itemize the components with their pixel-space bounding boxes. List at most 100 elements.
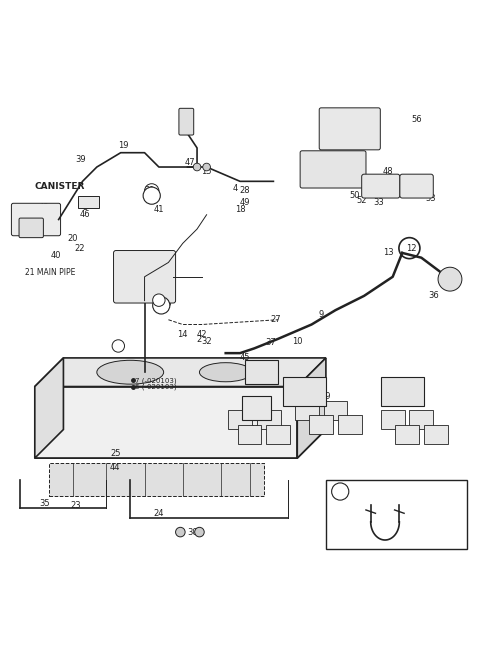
Text: 14: 14: [178, 330, 188, 339]
FancyBboxPatch shape: [179, 108, 194, 135]
Polygon shape: [297, 358, 326, 458]
Text: 29: 29: [321, 391, 331, 400]
Text: 22: 22: [75, 243, 85, 252]
Bar: [338, 415, 362, 434]
Text: 28: 28: [240, 186, 250, 195]
Text: 7 (-020103): 7 (-020103): [135, 377, 177, 384]
Ellipse shape: [97, 360, 164, 384]
Text: 32: 32: [201, 337, 212, 346]
Bar: [283, 377, 326, 406]
FancyBboxPatch shape: [362, 174, 400, 198]
Text: 20: 20: [68, 234, 78, 243]
FancyBboxPatch shape: [319, 108, 380, 150]
Polygon shape: [35, 430, 326, 458]
Text: 57: 57: [261, 404, 272, 413]
Bar: [395, 424, 419, 444]
Text: A: A: [158, 301, 164, 310]
Text: 48: 48: [383, 167, 393, 177]
Circle shape: [195, 528, 204, 537]
FancyBboxPatch shape: [19, 218, 43, 238]
Circle shape: [193, 163, 201, 171]
Text: 47: 47: [185, 158, 195, 167]
Text: 44: 44: [110, 463, 120, 472]
Text: 50: 50: [349, 191, 360, 200]
Text: 35: 35: [39, 499, 49, 508]
Text: 56: 56: [411, 115, 422, 124]
Text: 41: 41: [154, 206, 164, 214]
Text: 49: 49: [240, 199, 250, 207]
Text: 33: 33: [373, 199, 384, 207]
Text: 15: 15: [201, 167, 212, 177]
Text: 18: 18: [235, 206, 245, 214]
Text: 13: 13: [383, 249, 393, 258]
Text: 52: 52: [357, 196, 367, 205]
Text: 31: 31: [144, 186, 155, 195]
Bar: [381, 377, 424, 406]
Text: 19: 19: [118, 141, 128, 150]
Circle shape: [203, 163, 210, 171]
Bar: [409, 410, 433, 430]
Text: a: a: [338, 489, 342, 495]
Bar: [309, 415, 333, 434]
Text: 1: 1: [168, 294, 173, 302]
Bar: [266, 424, 290, 444]
Bar: [78, 195, 99, 208]
Text: 37: 37: [265, 338, 276, 347]
Text: 45: 45: [240, 354, 250, 362]
Polygon shape: [35, 358, 63, 458]
Text: 10: 10: [292, 337, 302, 346]
Bar: [324, 401, 348, 420]
Text: 27: 27: [270, 315, 281, 324]
FancyBboxPatch shape: [300, 151, 366, 188]
Circle shape: [176, 528, 185, 537]
Circle shape: [438, 267, 462, 291]
Text: 17: 17: [182, 115, 193, 124]
Text: 30: 30: [187, 528, 198, 537]
Bar: [245, 360, 278, 384]
Text: 55: 55: [340, 141, 350, 150]
Polygon shape: [49, 463, 264, 496]
Text: 25: 25: [111, 449, 121, 458]
FancyBboxPatch shape: [114, 251, 176, 303]
Bar: [238, 424, 262, 444]
Text: 6 (-020103): 6 (-020103): [135, 384, 177, 390]
Text: 53: 53: [426, 193, 436, 202]
Polygon shape: [35, 358, 326, 387]
Text: 5: 5: [27, 227, 33, 236]
Circle shape: [112, 340, 124, 352]
Text: 2: 2: [197, 336, 202, 344]
Text: 38: 38: [166, 287, 176, 295]
Text: 26: 26: [249, 425, 260, 434]
Text: 39: 39: [75, 155, 85, 164]
Text: a: a: [157, 298, 161, 302]
Text: 46: 46: [80, 210, 90, 219]
Text: 36: 36: [428, 291, 439, 300]
Text: 21 MAIN PIPE: 21 MAIN PIPE: [25, 267, 76, 276]
Bar: [242, 396, 271, 420]
Text: 8: 8: [271, 368, 276, 376]
Bar: [326, 480, 467, 549]
Text: 12: 12: [407, 243, 417, 252]
Text: 40: 40: [51, 251, 61, 260]
Text: CANISTER: CANISTER: [35, 182, 85, 191]
Text: 54: 54: [340, 112, 350, 121]
Text: 11: 11: [387, 509, 398, 517]
Text: 9: 9: [319, 310, 324, 319]
Bar: [295, 401, 319, 420]
Text: 3: 3: [82, 203, 87, 212]
Text: a: a: [116, 343, 120, 349]
Text: A: A: [149, 191, 155, 200]
FancyBboxPatch shape: [400, 174, 433, 198]
Text: 11: 11: [369, 487, 383, 496]
Circle shape: [332, 483, 349, 500]
Bar: [424, 424, 447, 444]
FancyBboxPatch shape: [12, 203, 60, 236]
Ellipse shape: [199, 363, 252, 382]
Text: 23: 23: [70, 501, 81, 510]
Circle shape: [153, 294, 165, 306]
Bar: [257, 410, 281, 430]
Circle shape: [153, 297, 170, 314]
Circle shape: [143, 187, 160, 204]
Text: 42: 42: [197, 330, 207, 339]
Text: 43: 43: [39, 203, 49, 212]
